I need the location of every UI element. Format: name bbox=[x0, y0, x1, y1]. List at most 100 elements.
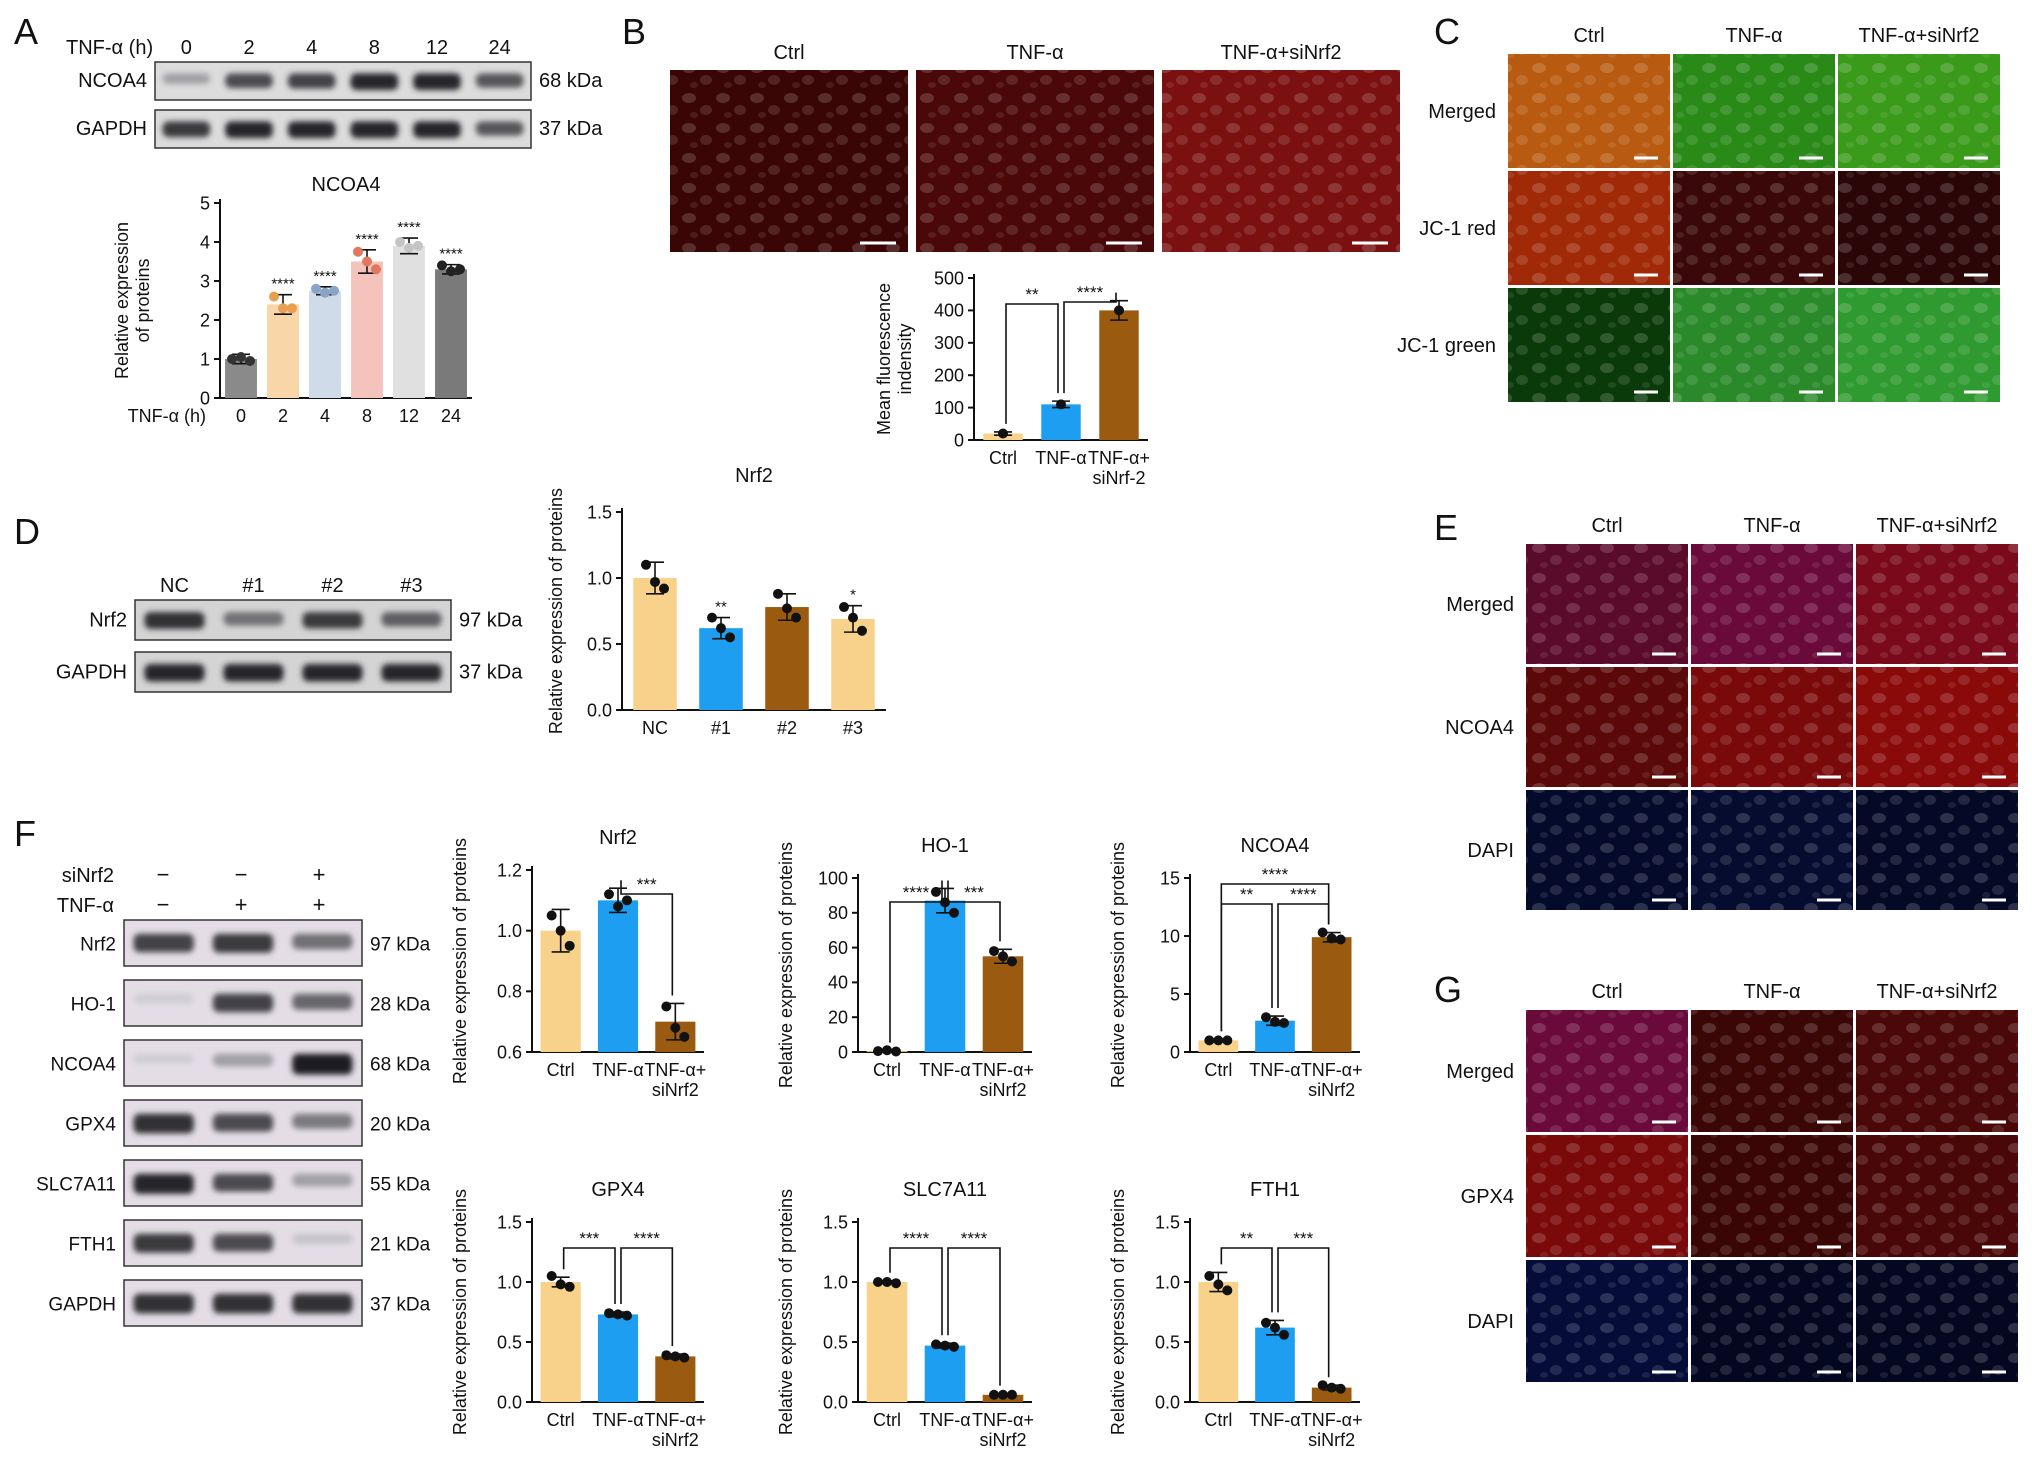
significance-label: **** bbox=[903, 1229, 930, 1248]
image-grid-g: Ctrl TNF-α TNF-α+siNrf2 Merged GPX4 DAPI bbox=[1446, 981, 2018, 1382]
x-tick-label: Ctrl bbox=[989, 448, 1017, 468]
data-point bbox=[989, 1389, 999, 1400]
blot-band bbox=[350, 121, 399, 139]
y-tick-label: 0.6 bbox=[497, 1042, 522, 1062]
data-point bbox=[931, 886, 941, 897]
x-tick-label: TNF-α+ bbox=[1301, 1410, 1363, 1430]
bar bbox=[1311, 937, 1352, 1052]
x-tick-label: TNF-α bbox=[592, 1060, 643, 1080]
chart-f-3: 0 5 10 15 NCOA4 Relative expression of protei… bbox=[1108, 835, 1363, 1100]
treatment-sign: + bbox=[313, 892, 326, 917]
data-point bbox=[891, 1278, 901, 1289]
row-title: NCOA4 bbox=[1445, 717, 1514, 739]
treatment-sign: + bbox=[313, 862, 326, 887]
blot-band bbox=[133, 1233, 194, 1253]
row-title: JC-1 red bbox=[1419, 218, 1496, 240]
blot-d: Nrf2 97 kDa GAPDH 37 kDa NC #1 #2 #3 bbox=[56, 575, 523, 693]
micrograph-texture bbox=[1856, 667, 2018, 787]
y-tick-label: 500 bbox=[934, 268, 964, 288]
blot-band bbox=[212, 1173, 274, 1192]
significance-bracket bbox=[1220, 903, 1273, 1032]
column-title: TNF-α bbox=[1743, 515, 1800, 537]
data-point bbox=[413, 240, 423, 251]
y-tick-label: 200 bbox=[934, 366, 964, 386]
blot-band bbox=[133, 933, 194, 953]
data-point bbox=[716, 623, 726, 634]
blot-band bbox=[133, 1113, 194, 1134]
treatment-sign: − bbox=[157, 862, 170, 887]
data-point bbox=[1335, 934, 1346, 945]
x-tick-label: TNF-α+ bbox=[1088, 448, 1150, 468]
data-point bbox=[311, 283, 321, 294]
data-point bbox=[555, 1279, 566, 1290]
y-axis-label: Relative expression of proteins bbox=[776, 1189, 796, 1435]
data-point bbox=[437, 260, 447, 271]
data-point bbox=[1317, 1380, 1328, 1391]
bar bbox=[435, 269, 467, 398]
x-tick-label: TNF-α bbox=[919, 1410, 970, 1430]
data-point bbox=[891, 1046, 901, 1057]
data-point bbox=[1007, 956, 1017, 967]
significance-bracket bbox=[1277, 1247, 1330, 1378]
panel-g: G Ctrl TNF-α TNF-α+siNrf2 Merged GPX4 DAPI bbox=[1434, 969, 2018, 1382]
micrograph-texture bbox=[1838, 288, 2000, 402]
y-tick-label: 5 bbox=[1170, 984, 1180, 1004]
y-axis-label-line: Relative expression bbox=[112, 222, 132, 379]
significance-label: *** bbox=[1293, 1229, 1313, 1248]
data-point bbox=[278, 303, 288, 314]
data-point bbox=[670, 1022, 681, 1033]
y-tick-label: 0.5 bbox=[587, 634, 612, 654]
blot-f: siNrf2 − − + TNF-α − + + Nrf2 97 kDa HO-1 28 kDa NCO… bbox=[36, 862, 431, 1327]
bar bbox=[1255, 1327, 1295, 1402]
y-axis-label-line: Mean fluorescence bbox=[874, 283, 894, 435]
x-tick-label: 2 bbox=[278, 406, 288, 426]
blot-band bbox=[302, 664, 363, 682]
data-point bbox=[269, 291, 279, 302]
micrograph-texture bbox=[1162, 70, 1400, 252]
data-point bbox=[679, 1031, 690, 1042]
column-title: TNF-α+siNrf2 bbox=[1876, 981, 1997, 1003]
micrograph-texture bbox=[1673, 54, 1835, 168]
blot-band bbox=[212, 1113, 274, 1132]
significance-label: **** bbox=[1262, 865, 1289, 884]
blot-band bbox=[223, 664, 284, 682]
x-tick-label: TNF-α+ bbox=[972, 1410, 1034, 1430]
blot-band bbox=[292, 1113, 353, 1129]
blot-lane-label: 24 bbox=[489, 37, 511, 59]
chart-title: NCOA4 bbox=[1241, 835, 1310, 857]
blot-lane-label: 4 bbox=[306, 37, 317, 59]
y-tick-label: 0.8 bbox=[497, 982, 522, 1002]
bar bbox=[831, 618, 875, 710]
data-point bbox=[1056, 399, 1066, 410]
significance-label: ** bbox=[1025, 285, 1039, 304]
bar bbox=[765, 607, 809, 710]
blot-protein-label: SLC7A11 bbox=[36, 1174, 116, 1195]
blot-band bbox=[225, 73, 273, 89]
x-tick-label: TNF-α+ bbox=[972, 1060, 1034, 1080]
data-point bbox=[613, 1309, 623, 1320]
micrograph-texture bbox=[1526, 667, 1688, 787]
blot-band bbox=[212, 1053, 274, 1067]
significance-label: **** bbox=[439, 246, 463, 263]
chart-f-4: 0.0 0.5 1.0 1.5 GPX4 Relative expression of p… bbox=[450, 1179, 706, 1450]
data-point bbox=[446, 266, 456, 277]
significance-bracket bbox=[1220, 1247, 1273, 1313]
column-title: Ctrl bbox=[1591, 515, 1622, 537]
significance-label: **** bbox=[1077, 283, 1104, 302]
x-tick-label: #1 bbox=[711, 718, 731, 738]
data-point bbox=[245, 355, 255, 366]
bar bbox=[655, 1356, 696, 1402]
data-point bbox=[670, 1351, 681, 1362]
significance-bracket bbox=[889, 1247, 943, 1336]
chart-title: GPX4 bbox=[591, 1179, 644, 1201]
x-tick-label: Ctrl bbox=[547, 1060, 575, 1080]
row-title: Merged bbox=[1428, 101, 1496, 123]
blot-band bbox=[162, 121, 211, 138]
x-tick-label: 8 bbox=[362, 406, 372, 426]
x-tick-label: TNF-α+ bbox=[644, 1060, 706, 1080]
y-axis-label: Relative expression of proteins bbox=[450, 1189, 470, 1435]
panel-letter-e: E bbox=[1434, 507, 1458, 548]
row-title: Merged bbox=[1446, 1061, 1514, 1083]
significance-bracket bbox=[620, 880, 674, 996]
